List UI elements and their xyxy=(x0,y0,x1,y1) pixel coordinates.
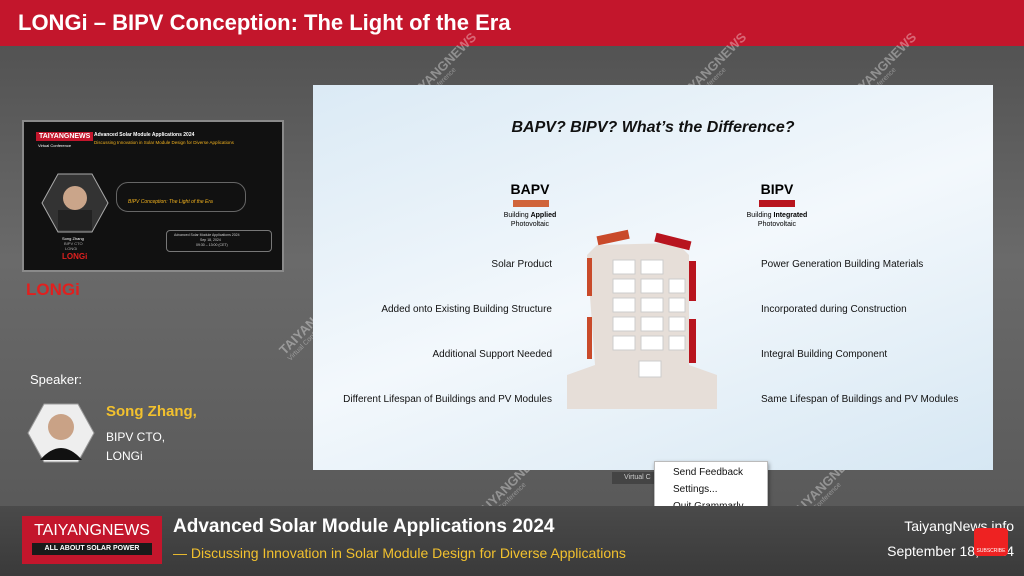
thumb-brand: TAIYANGNEWS xyxy=(36,132,94,141)
bapv-row: Solar Product xyxy=(491,259,552,270)
bapv-row: Additional Support Needed xyxy=(432,349,552,360)
speaker-role: BIPV CTO, xyxy=(106,430,166,444)
footer-subtitle: — Discussing Innovation in Solar Module … xyxy=(173,545,626,561)
bipv-sub-text: Photovoltaic xyxy=(757,221,797,228)
thumb-event: Advanced Solar Module Applications 2024 xyxy=(94,132,195,138)
speaker-company: LONGi xyxy=(106,449,143,463)
thumb-speaker: Song Zhang xyxy=(62,236,84,241)
bapv-sub: Building Applied Photovoltaic xyxy=(496,211,564,229)
footer-bar xyxy=(0,506,1024,576)
header-title: LONGi – BIPV Conception: The Light of th… xyxy=(18,10,511,35)
bipv-heading: BIPV xyxy=(760,181,794,197)
bipv-row: Power Generation Building Materials xyxy=(761,259,924,270)
footer-logo: TAIYANGNEWS ALL ABOUT SOLAR POWER xyxy=(22,516,162,564)
bipv-sub-key: Integrated xyxy=(773,212,808,219)
thumb-tagline: Discussing Innovation in Solar Module De… xyxy=(94,140,234,145)
bapv-sub-key: Applied xyxy=(530,212,557,219)
bapv-sub-text: Photovoltaic xyxy=(510,221,550,228)
menu-item[interactable]: Settings... xyxy=(673,484,718,495)
bipv-sub: Building Integrated Photovoltaic xyxy=(731,211,823,229)
thumb-time: 09:30 – 13:00 (CET) xyxy=(196,243,228,247)
bipv-sub-text: Building xyxy=(746,212,774,219)
thumb-talk: BIPV Conception: The Light of the Era xyxy=(128,199,213,205)
thumb-session: Advanced Solar Module Applications 2024 xyxy=(174,233,240,237)
footer-brand-tag: ALL ABOUT SOLAR POWER xyxy=(32,543,152,555)
subscribe-button[interactable]: SUBSCRIBE xyxy=(974,528,1008,556)
slide: BAPV? BIPV? What’s the Difference? BAPV … xyxy=(313,85,993,470)
menu-item[interactable]: Send Feedback xyxy=(673,467,744,478)
slide-title: BAPV? BIPV? What’s the Difference? xyxy=(511,119,795,136)
thumb-company: LONGi xyxy=(65,246,78,251)
bipv-row: Incorporated during Construction xyxy=(761,304,907,315)
subscribe-label: SUBSCRIBE xyxy=(976,548,1006,554)
header-bar xyxy=(0,0,1024,46)
thumb-logo: LONGi xyxy=(62,252,88,261)
thumb-photo-frame xyxy=(41,173,109,233)
bapv-sub-text: Building xyxy=(503,212,531,219)
footer-brand: TAIYANGNEWS xyxy=(34,522,150,539)
speaker-name: Song Zhang, xyxy=(106,403,197,420)
bipv-row: Integral Building Component xyxy=(761,349,888,360)
thumbnail: TAIYANGNEWS Virtual Conference Advanced … xyxy=(22,120,284,272)
speaker-photo xyxy=(27,403,95,463)
bapv-row: Different Lifespan of Buildings and PV M… xyxy=(343,394,552,405)
bapv-heading: BAPV xyxy=(510,181,550,197)
thumb-date: Sep 18, 2024 xyxy=(200,238,221,242)
thumb-role: BIPV CTO xyxy=(64,241,83,246)
company-logo: LONGi xyxy=(26,280,80,299)
speaker-label: Speaker: xyxy=(30,372,83,387)
thumb-kind: Virtual Conference xyxy=(38,143,72,148)
building-illustration xyxy=(567,229,717,409)
footer-title: Advanced Solar Module Applications 2024 xyxy=(173,516,555,537)
bapv-row: Added onto Existing Building Structure xyxy=(381,304,552,315)
bipv-row: Same Lifespan of Buildings and PV Module… xyxy=(761,394,959,405)
